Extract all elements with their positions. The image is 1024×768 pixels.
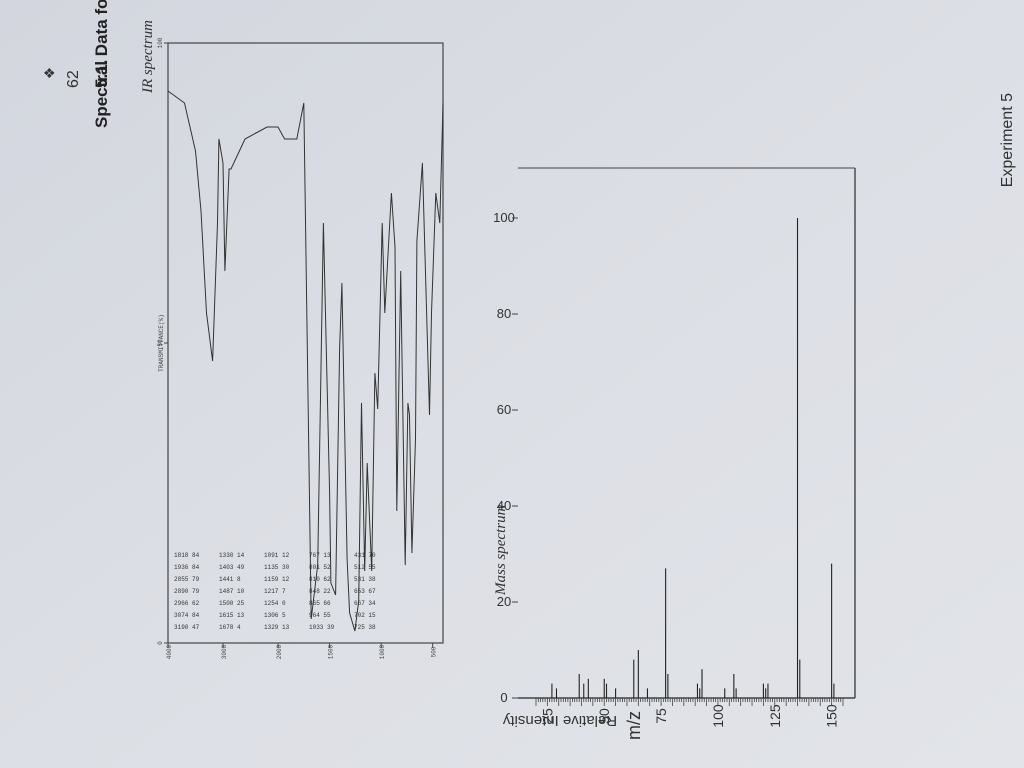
- ir-peak-entry: 1936 84: [174, 564, 200, 571]
- page-ornament: ❖: [43, 65, 56, 81]
- ms-y-ticks: 0 20 40 60 80 100: [493, 210, 518, 705]
- ir-peak-entry: 2855 79: [174, 576, 200, 583]
- ir-x-tick-label: 3000: [221, 644, 228, 659]
- ms-y-axis-label: Relative Intensity: [502, 712, 617, 729]
- ir-peak-entry: 810 62: [309, 576, 331, 583]
- ms-x-tick-label: 50: [596, 708, 612, 724]
- rotated-page: 62 ❖ Experiment 5 5.1. Spectral Data for…: [43, 0, 1016, 740]
- ir-peak-entry: 3190 47: [174, 624, 200, 631]
- ms-y-tick-label: 20: [497, 594, 511, 609]
- ms-x-tick-label: 75: [653, 708, 669, 724]
- ir-peak-entry: 1091 12: [264, 552, 290, 559]
- ir-x-tick-label: 2000: [276, 644, 283, 659]
- ir-peak-entry: 653 67: [354, 588, 376, 595]
- ir-peak-entry: 1330 14: [219, 552, 245, 559]
- ir-x-tick-label: 500: [431, 646, 438, 657]
- ir-peak-entry: 1033 39: [309, 624, 335, 631]
- ir-peak-entry: 964 55: [309, 612, 331, 619]
- ir-x-tick-label: 1500: [328, 644, 335, 659]
- ir-peak-entry: 1306 5: [264, 612, 286, 619]
- section-title: Spectral Data for Synthesis of a Therape…: [92, 0, 111, 128]
- ir-peak-entry: 1487 10: [219, 588, 245, 595]
- ir-peak-entry: 1329 13: [264, 624, 290, 631]
- ir-y-tick-label: 50: [157, 339, 164, 347]
- ms-y-tick-label: 0: [500, 690, 507, 705]
- ir-peak-entry: 1818 84: [174, 552, 200, 559]
- ms-y-tick-label: 80: [497, 306, 511, 321]
- ir-peak-entry: 667 34: [354, 600, 376, 607]
- ir-peak-entry: 531 38: [354, 576, 376, 583]
- ir-peak-entry: 725 38: [354, 624, 376, 631]
- ms-y-tick-label: 100: [493, 210, 515, 225]
- ir-peak-entry: 1159 12: [264, 576, 290, 583]
- ms-bars: [551, 218, 835, 698]
- ir-peak-entry: 702 15: [354, 612, 376, 619]
- ir-y-ticks: 100 50 0: [157, 37, 168, 645]
- ir-peak-entry: 848 22: [309, 588, 331, 595]
- ir-peak-entry: 3074 84: [174, 612, 200, 619]
- ms-x-tick-label: 25: [539, 708, 555, 724]
- ir-peak-entry: 767 13: [309, 552, 331, 559]
- mass-heading: Mass spectrum: [493, 504, 509, 596]
- ms-x-axis-label: m/z: [624, 711, 644, 740]
- ir-y-tick-label: 100: [157, 37, 164, 48]
- ir-peak-entry: 1441 8: [219, 576, 241, 583]
- ir-peak-entry: 1254 0: [264, 600, 286, 607]
- ir-peak-entry: 1615 13: [219, 612, 245, 619]
- section-number: 5.1.: [92, 60, 111, 88]
- ir-x-ticks: 4000 3000 2000 1500 1000 500: [166, 643, 438, 659]
- ir-y-axis-label: TRANSMITTANCE(%): [158, 314, 165, 372]
- ir-peak-entry: 1678 4: [219, 624, 241, 631]
- ir-peak-entry: 865 66: [309, 600, 331, 607]
- page-number: 62: [65, 70, 82, 88]
- ms-x-tick-label: 150: [824, 704, 840, 728]
- ir-peak-entry: 1135 30: [264, 564, 290, 571]
- ir-peak-entry: 801 52: [309, 564, 331, 571]
- ms-x-ticks: 25 50 75 100 125 150: [535, 698, 844, 728]
- ir-x-tick-label: 1000: [379, 644, 386, 659]
- ir-peak-entry: 2890 79: [174, 588, 200, 595]
- ir-peak-entry: 1403 49: [219, 564, 245, 571]
- ms-x-tick-label: 125: [767, 704, 783, 728]
- ir-x-tick-label: 4000: [166, 644, 173, 659]
- ir-peak-entry: 2966 62: [174, 600, 200, 607]
- ms-y-tick-label: 40: [497, 498, 511, 513]
- ms-y-tick-label: 60: [497, 402, 511, 417]
- ir-peak-entry: 1500 25: [219, 600, 245, 607]
- ir-peak-entry: 1217 7: [264, 588, 286, 595]
- ir-spectrum-trace: [167, 90, 444, 632]
- ir-peak-table: 3190 47 3074 84 2966 62 2890 79 2855 79 1936 …: [174, 552, 376, 631]
- ir-heading: IR spectrum: [140, 20, 156, 94]
- ir-y-tick-label: 0: [157, 641, 164, 645]
- mass-chart: 0 20 40 60 80 100 25 50 75 100 125 150 Relative In…: [493, 167, 856, 740]
- ms-x-tick-label: 100: [710, 704, 726, 728]
- experiment-label: Experiment 5: [999, 93, 1016, 187]
